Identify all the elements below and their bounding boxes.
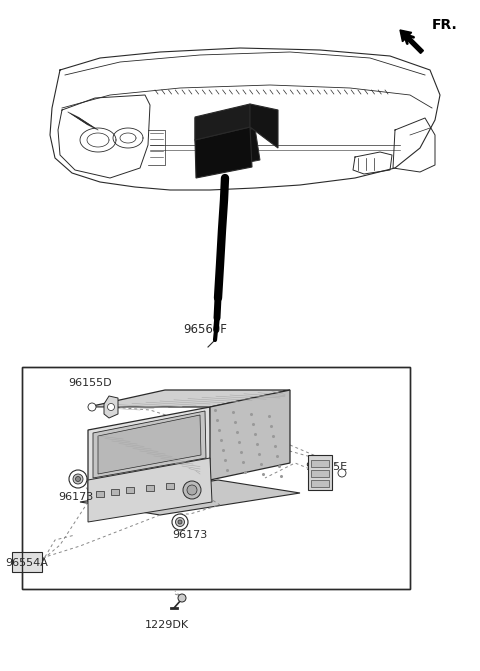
Bar <box>166 483 174 489</box>
Polygon shape <box>250 104 278 148</box>
Polygon shape <box>80 480 300 515</box>
Bar <box>96 491 104 497</box>
Text: 96155E: 96155E <box>305 462 347 472</box>
Bar <box>311 480 329 487</box>
Bar <box>12 552 42 572</box>
Circle shape <box>75 476 81 482</box>
Polygon shape <box>88 390 290 407</box>
Polygon shape <box>195 127 252 178</box>
Text: 96173: 96173 <box>172 530 207 540</box>
Text: 96173: 96173 <box>58 492 93 502</box>
Circle shape <box>69 470 87 488</box>
Polygon shape <box>98 415 201 474</box>
Polygon shape <box>210 390 290 480</box>
Polygon shape <box>88 407 212 502</box>
Circle shape <box>178 520 182 524</box>
Polygon shape <box>195 106 255 140</box>
Circle shape <box>172 514 188 530</box>
Text: 96155D: 96155D <box>68 378 112 388</box>
Bar <box>126 487 134 493</box>
Circle shape <box>178 594 186 602</box>
Text: 96554A: 96554A <box>5 558 48 568</box>
Polygon shape <box>308 455 332 490</box>
Bar <box>22 367 410 589</box>
Polygon shape <box>195 104 250 140</box>
Circle shape <box>73 474 83 484</box>
Text: 1229DK: 1229DK <box>145 620 189 630</box>
Circle shape <box>176 517 184 527</box>
Circle shape <box>183 481 201 499</box>
Bar <box>22 367 410 589</box>
Bar <box>146 485 154 491</box>
Polygon shape <box>88 458 212 522</box>
Bar <box>311 460 329 467</box>
Text: 96560F: 96560F <box>183 323 227 336</box>
Polygon shape <box>195 128 260 172</box>
Text: FR.: FR. <box>432 18 458 32</box>
Circle shape <box>108 403 115 411</box>
Circle shape <box>338 469 346 477</box>
Bar <box>111 489 119 495</box>
Polygon shape <box>104 396 118 418</box>
Bar <box>311 470 329 477</box>
Polygon shape <box>93 411 206 478</box>
FancyArrow shape <box>400 30 423 54</box>
Circle shape <box>88 403 96 411</box>
Circle shape <box>187 485 197 495</box>
